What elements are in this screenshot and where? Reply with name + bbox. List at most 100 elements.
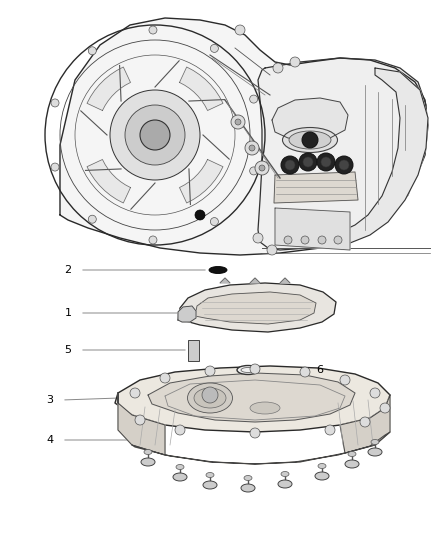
Ellipse shape bbox=[173, 473, 187, 481]
FancyBboxPatch shape bbox=[187, 340, 198, 360]
Circle shape bbox=[281, 156, 299, 174]
Circle shape bbox=[210, 44, 219, 52]
Polygon shape bbox=[280, 278, 290, 283]
Circle shape bbox=[88, 215, 96, 223]
Circle shape bbox=[273, 63, 283, 73]
Circle shape bbox=[317, 153, 335, 171]
Ellipse shape bbox=[209, 266, 227, 273]
Circle shape bbox=[249, 145, 255, 151]
Polygon shape bbox=[60, 18, 428, 255]
Circle shape bbox=[51, 99, 59, 107]
Circle shape bbox=[130, 388, 140, 398]
Circle shape bbox=[321, 157, 331, 167]
Circle shape bbox=[334, 236, 342, 244]
Circle shape bbox=[125, 105, 185, 165]
Ellipse shape bbox=[250, 402, 280, 414]
Ellipse shape bbox=[348, 451, 356, 456]
Polygon shape bbox=[275, 208, 350, 250]
Circle shape bbox=[290, 57, 300, 67]
Circle shape bbox=[205, 366, 215, 376]
Circle shape bbox=[175, 425, 185, 435]
Circle shape bbox=[302, 132, 318, 148]
Circle shape bbox=[285, 160, 295, 170]
Polygon shape bbox=[87, 159, 131, 203]
Ellipse shape bbox=[318, 464, 326, 469]
Ellipse shape bbox=[368, 448, 382, 456]
Ellipse shape bbox=[194, 388, 226, 408]
Circle shape bbox=[380, 403, 390, 413]
Circle shape bbox=[135, 415, 145, 425]
Circle shape bbox=[140, 120, 170, 150]
Circle shape bbox=[259, 165, 265, 171]
Ellipse shape bbox=[281, 472, 289, 477]
Circle shape bbox=[250, 364, 260, 374]
Polygon shape bbox=[87, 67, 131, 110]
Circle shape bbox=[318, 236, 326, 244]
Polygon shape bbox=[115, 366, 390, 432]
Polygon shape bbox=[250, 278, 260, 283]
Circle shape bbox=[301, 236, 309, 244]
Circle shape bbox=[88, 47, 96, 55]
Polygon shape bbox=[340, 68, 428, 245]
Ellipse shape bbox=[141, 458, 155, 466]
Text: 1: 1 bbox=[64, 308, 71, 318]
Circle shape bbox=[231, 115, 245, 129]
Polygon shape bbox=[178, 283, 336, 332]
Polygon shape bbox=[180, 159, 223, 203]
Ellipse shape bbox=[237, 366, 259, 375]
Text: 5: 5 bbox=[64, 345, 71, 355]
Ellipse shape bbox=[187, 383, 233, 413]
Circle shape bbox=[303, 157, 313, 167]
Text: 4: 4 bbox=[46, 435, 53, 445]
Ellipse shape bbox=[283, 127, 338, 152]
Circle shape bbox=[360, 417, 370, 427]
Polygon shape bbox=[132, 432, 390, 464]
Polygon shape bbox=[258, 58, 426, 250]
Circle shape bbox=[300, 367, 310, 377]
Circle shape bbox=[370, 388, 380, 398]
Polygon shape bbox=[118, 393, 165, 455]
Circle shape bbox=[202, 387, 218, 403]
Circle shape bbox=[250, 95, 258, 103]
Polygon shape bbox=[272, 98, 348, 140]
Polygon shape bbox=[148, 373, 355, 422]
Polygon shape bbox=[178, 306, 196, 322]
Ellipse shape bbox=[241, 484, 255, 492]
Polygon shape bbox=[220, 278, 230, 283]
Polygon shape bbox=[195, 292, 316, 324]
Circle shape bbox=[339, 160, 349, 170]
Circle shape bbox=[250, 167, 258, 175]
Circle shape bbox=[235, 119, 241, 125]
Ellipse shape bbox=[278, 480, 292, 488]
Circle shape bbox=[51, 163, 59, 171]
Ellipse shape bbox=[203, 481, 217, 489]
Circle shape bbox=[340, 375, 350, 385]
Ellipse shape bbox=[176, 464, 184, 470]
Text: 6: 6 bbox=[317, 365, 324, 375]
Text: 2: 2 bbox=[64, 265, 71, 275]
Polygon shape bbox=[340, 395, 390, 453]
Circle shape bbox=[335, 156, 353, 174]
Ellipse shape bbox=[206, 472, 214, 478]
Circle shape bbox=[195, 210, 205, 220]
Circle shape bbox=[255, 161, 269, 175]
Ellipse shape bbox=[244, 475, 252, 481]
Circle shape bbox=[299, 153, 317, 171]
Circle shape bbox=[235, 25, 245, 35]
Ellipse shape bbox=[371, 440, 379, 445]
Polygon shape bbox=[274, 172, 358, 203]
Ellipse shape bbox=[289, 131, 331, 149]
Ellipse shape bbox=[144, 449, 152, 455]
Circle shape bbox=[149, 26, 157, 34]
Ellipse shape bbox=[315, 472, 329, 480]
Text: 3: 3 bbox=[46, 395, 53, 405]
Circle shape bbox=[149, 236, 157, 244]
Ellipse shape bbox=[345, 460, 359, 468]
Circle shape bbox=[267, 245, 277, 255]
Circle shape bbox=[210, 217, 219, 225]
Circle shape bbox=[245, 141, 259, 155]
Circle shape bbox=[250, 428, 260, 438]
Circle shape bbox=[253, 233, 263, 243]
Circle shape bbox=[110, 90, 200, 180]
Circle shape bbox=[284, 236, 292, 244]
